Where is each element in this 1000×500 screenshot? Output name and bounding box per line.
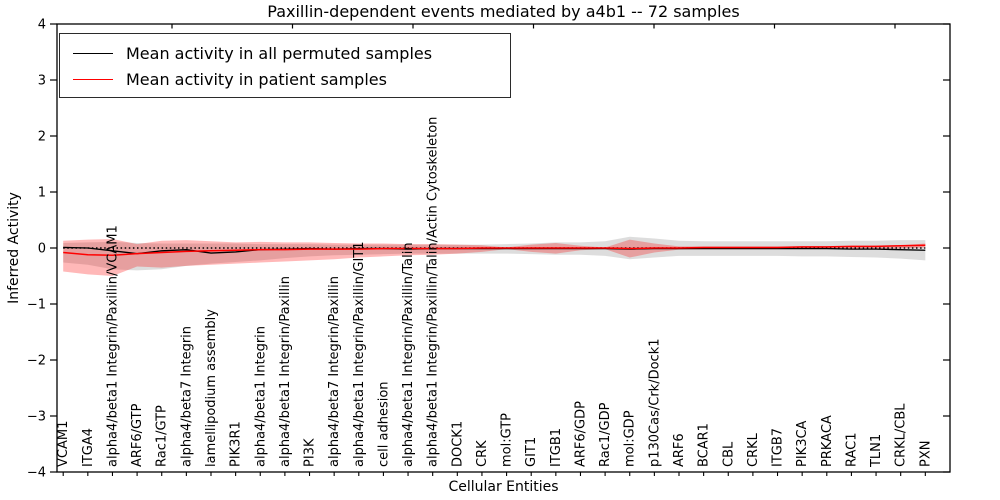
y-tick-label: 2 [38, 130, 46, 145]
x-category-label: PIK3R1 [229, 421, 244, 467]
patient-mean-line [63, 244, 926, 257]
x-category-label: ARF6/GDP [573, 401, 588, 467]
y-tick-label: −2 [27, 354, 46, 369]
x-category-label: alpha4/beta7 Integrin [179, 326, 194, 467]
x-category-label: CRKL/CBL [894, 403, 909, 467]
x-category-label: PIK3CA [795, 420, 810, 467]
legend-label-permuted: Mean activity in all permuted samples [126, 43, 433, 63]
legend: Mean activity in all permuted samples Me… [59, 33, 511, 98]
x-category-label: mol:GDP [623, 410, 638, 467]
x-category-label: ITGB7 [771, 428, 786, 467]
y-tick-label: 3 [38, 74, 46, 89]
x-category-label: ARF6/GTP [130, 403, 145, 467]
chart-title: Paxillin-dependent events mediated by a4… [267, 2, 740, 21]
x-category-label: p130Cas/Crk/Dock1 [647, 338, 662, 467]
x-category-label: alpha4/beta1 Integrin/Paxillin/Talin [401, 242, 416, 467]
x-category-label: Rac1/GDP [598, 402, 613, 467]
legend-item-permuted: Mean activity in all permuted samples [73, 40, 510, 66]
x-category-label: alpha4/beta1 Integrin/Paxillin/Talin/Act… [426, 117, 441, 467]
legend-label-patient: Mean activity in patient samples [126, 69, 387, 89]
y-tick-label: 1 [38, 186, 46, 201]
y-tick-label: −3 [27, 410, 46, 425]
x-category-label: ITGB1 [549, 428, 564, 467]
x-category-label: ARF6 [672, 433, 687, 467]
x-category-label: BCAR1 [697, 423, 712, 467]
x-category-label: ITGA4 [81, 428, 96, 467]
x-category-label: RAC1 [844, 432, 859, 467]
x-category-label: lamellipodium assembly [204, 309, 219, 467]
x-category-label: PXN [918, 441, 933, 467]
x-category-label: Rac1/GTP [155, 405, 170, 467]
legend-item-patient: Mean activity in patient samples [73, 66, 510, 92]
y-axis-label: Inferred Activity [6, 192, 22, 304]
x-category-label: GIT1 [524, 437, 539, 467]
x-axis-label: Cellular Entities [448, 479, 559, 495]
x-category-label: alpha4/beta1 Integrin/Paxillin/VCAM1 [105, 225, 120, 467]
y-tick-label: 0 [38, 242, 46, 257]
x-category-label: PRKACA [820, 415, 835, 467]
x-category-label: TLN1 [869, 434, 884, 468]
y-tick-label: −4 [27, 466, 46, 481]
x-category-label: PI3K [303, 438, 318, 467]
x-category-label: DOCK1 [450, 421, 465, 467]
x-category-label: alpha4/beta1 Integrin/Paxillin/GIT1 [352, 241, 367, 467]
x-category-label: cell adhesion [376, 381, 391, 467]
x-category-label: CRK [475, 440, 490, 467]
legend-line-sample-patient [73, 78, 113, 80]
y-tick-label: −1 [27, 298, 46, 313]
x-category-label: CRKL [746, 432, 761, 467]
x-category-label: mol:GTP [500, 413, 515, 467]
x-category-label: alpha4/beta7 Integrin/Paxillin [327, 276, 342, 467]
x-category-label: alpha4/beta1 Integrin/Paxillin [278, 276, 293, 467]
x-category-label: alpha4/beta1 Integrin [253, 326, 268, 467]
permuted-samples-range-band [63, 236, 926, 271]
x-category-label: VCAM1 [56, 421, 71, 467]
y-tick-label: 4 [38, 18, 46, 33]
x-category-label: CBL [721, 441, 736, 467]
legend-line-sample-permuted [73, 52, 113, 54]
